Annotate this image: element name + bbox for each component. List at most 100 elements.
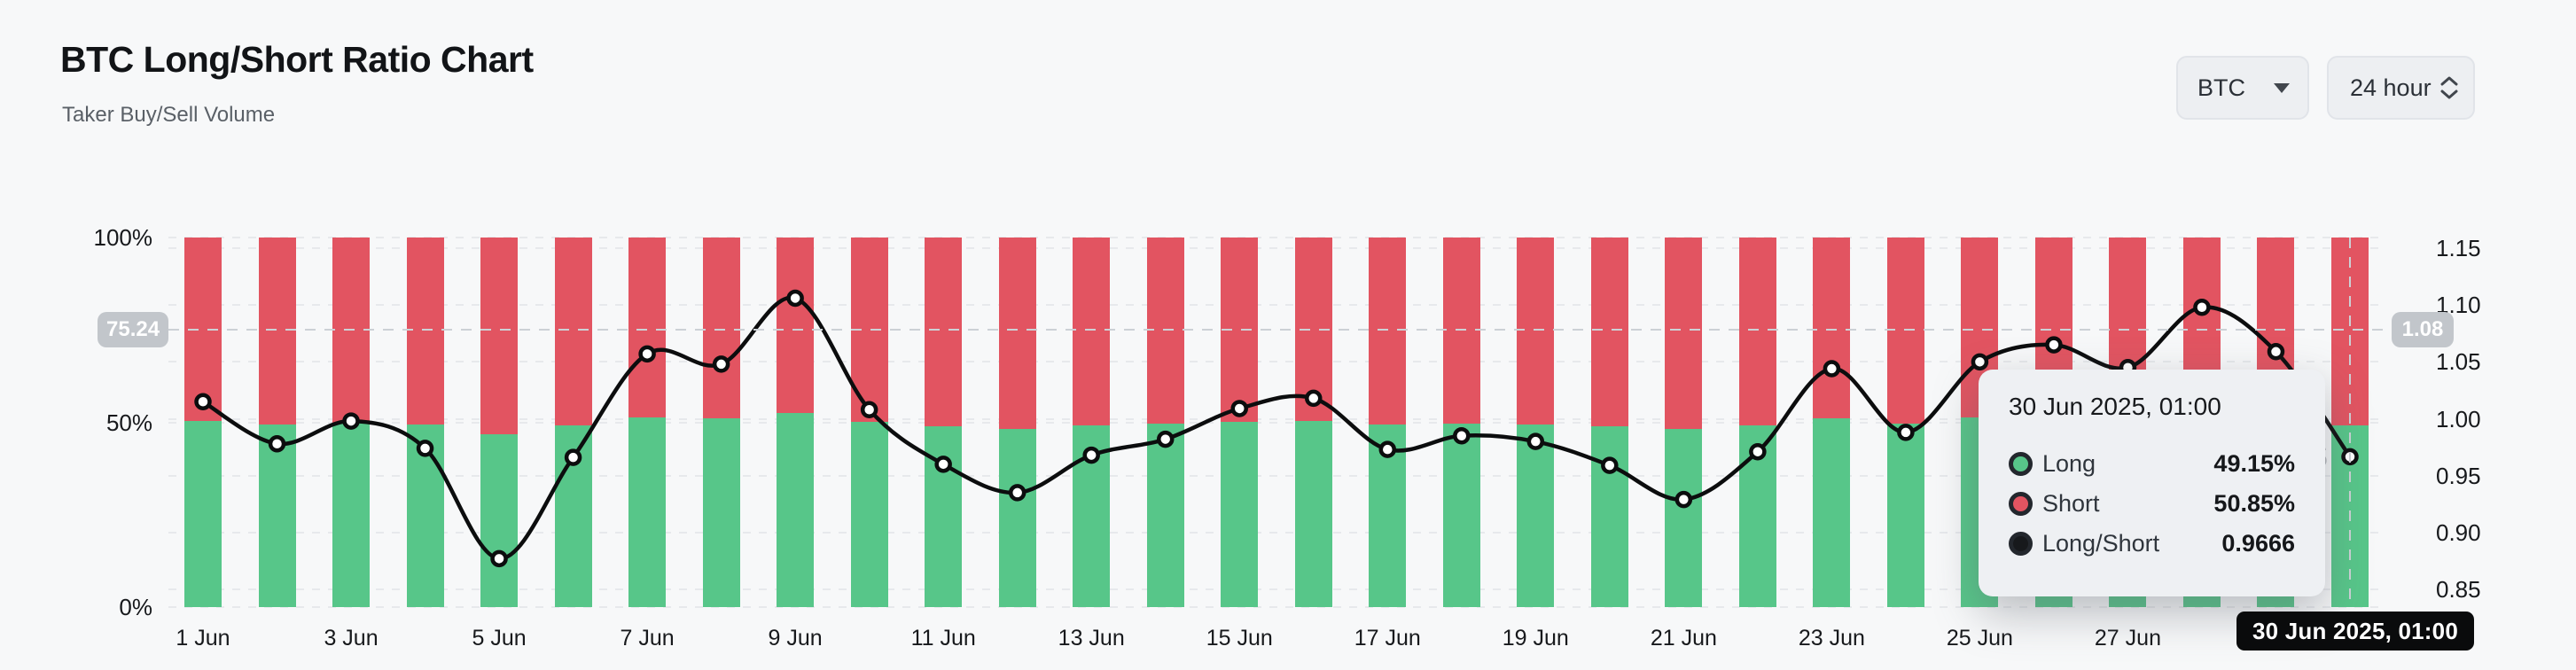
short-bar-segment (1073, 238, 1111, 425)
bar-column-18-jun[interactable] (1442, 238, 1480, 607)
data-point-marker[interactable] (1897, 424, 1915, 441)
bar-column-8-jun[interactable] (702, 238, 740, 607)
tooltip-short-value: 50.85% (2213, 490, 2295, 517)
short-bar-segment (480, 238, 519, 435)
x-axis-tick: 21 Jun (1650, 626, 1717, 651)
bar-column-24-jun[interactable] (1886, 238, 1924, 607)
tooltip-row-ratio: Long/Short 0.9666 (2009, 524, 2295, 564)
x-axis-tick: 25 Jun (1946, 626, 2013, 651)
data-point-marker[interactable] (1971, 353, 1989, 371)
bar-column-7-jun[interactable] (628, 238, 667, 607)
data-point-marker[interactable] (934, 456, 952, 473)
long-legend-dot-icon (2009, 452, 2033, 476)
tooltip-ratio-value: 0.9666 (2221, 530, 2295, 557)
bar-column-2-jun[interactable] (258, 238, 296, 607)
short-bar-segment (1813, 238, 1851, 418)
interval-select[interactable]: 24 hour (2327, 56, 2475, 120)
crosshair-vertical-line (2349, 238, 2351, 607)
data-point-marker[interactable] (1082, 446, 1100, 464)
data-point-marker[interactable] (2193, 298, 2211, 316)
bar-column-21-jun[interactable] (1665, 238, 1703, 607)
long-bar-segment (1813, 417, 1851, 607)
crosshair-horizontal-line (168, 328, 2385, 331)
data-point-marker[interactable] (1749, 442, 1767, 461)
short-bar-segment (554, 238, 592, 426)
gridline (168, 361, 2385, 363)
data-point-marker[interactable] (1305, 389, 1323, 408)
data-point-marker[interactable] (2267, 343, 2285, 361)
gridline (168, 237, 2385, 238)
data-point-marker[interactable] (2045, 336, 2063, 354)
bar-column-5-jun[interactable] (480, 238, 519, 607)
gridline (168, 247, 2385, 249)
long-bar-segment (258, 424, 296, 607)
data-point-marker[interactable] (786, 289, 804, 308)
x-axis-tick: 11 Jun (910, 626, 976, 651)
long-bar-segment (1442, 424, 1480, 607)
bar-column-12-jun[interactable] (998, 238, 1036, 607)
long-bar-segment (777, 412, 815, 607)
short-bar-segment (1517, 238, 1555, 425)
bar-column-22-jun[interactable] (1738, 238, 1776, 607)
long-bar-segment (628, 417, 667, 607)
bar-column-17-jun[interactable] (1369, 238, 1407, 607)
tooltip-row-long: Long 49.15% (2009, 444, 2295, 484)
data-point-marker[interactable] (1156, 430, 1175, 448)
data-point-marker[interactable] (1008, 484, 1026, 502)
data-point-marker[interactable] (416, 440, 434, 457)
data-point-marker[interactable] (342, 412, 360, 430)
data-point-marker[interactable] (860, 401, 878, 418)
right-axis-tick: 1.00 (2436, 405, 2481, 432)
long-bar-segment (1294, 420, 1332, 607)
bar-column-19-jun[interactable] (1517, 238, 1555, 607)
gridline (168, 417, 2385, 420)
x-axis-tick: 3 Jun (324, 626, 379, 651)
data-point-marker[interactable] (268, 434, 286, 453)
short-bar-segment (925, 238, 963, 426)
short-bar-segment (1146, 238, 1184, 425)
long-bar-segment (1146, 424, 1184, 607)
x-axis-tick: 9 Jun (768, 626, 823, 651)
data-point-marker[interactable] (1601, 456, 1619, 474)
data-point-marker[interactable] (1526, 432, 1545, 450)
data-point-marker[interactable] (1823, 360, 1841, 378)
short-bar-segment (1369, 238, 1407, 425)
x-axis-tick: 1 Jun (176, 626, 230, 651)
data-point-marker[interactable] (1378, 440, 1397, 458)
bar-column-20-jun[interactable] (1590, 238, 1628, 607)
x-axis-tick: 17 Jun (1354, 626, 1421, 651)
bar-column-11-jun[interactable] (925, 238, 963, 607)
x-axis-tick: 15 Jun (1206, 626, 1273, 651)
ratio-legend-dot-icon (2009, 532, 2033, 556)
bar-column-6-jun[interactable] (554, 238, 592, 607)
long-bar-segment (850, 421, 888, 607)
bar-column-9-jun[interactable] (777, 238, 815, 607)
gridline (168, 606, 2385, 608)
data-point-marker[interactable] (1453, 427, 1471, 445)
data-point-marker[interactable] (712, 355, 730, 373)
data-point-marker[interactable] (1230, 400, 1248, 417)
data-point-marker[interactable] (1674, 490, 1693, 509)
left-axis-tick: 0% (119, 594, 152, 620)
long-bar-segment (480, 434, 519, 607)
right-axis-tick: 0.85 (2436, 576, 2481, 603)
data-point-marker[interactable] (638, 345, 656, 363)
chart-tooltip: 30 Jun 2025, 01:00 Long 49.15% Short 50.… (1979, 370, 2325, 596)
x-axis-tick: 5 Jun (472, 626, 527, 651)
ratio-line-chart[interactable] (184, 238, 2369, 607)
data-point-marker[interactable] (564, 448, 582, 466)
data-point-marker[interactable] (490, 549, 508, 568)
right-axis-tick: 0.90 (2436, 518, 2481, 546)
gridline (168, 588, 2385, 590)
page-subtitle: Taker Buy/Sell Volume (62, 103, 276, 127)
bar-column-23-jun[interactable] (1813, 238, 1851, 607)
data-point-marker[interactable] (194, 393, 212, 410)
interval-select-value: 24 hour (2350, 74, 2432, 101)
x-axis-tick: 19 Jun (1502, 626, 1569, 651)
asset-select[interactable]: BTC (2176, 56, 2309, 120)
short-bar-segment (1738, 238, 1776, 425)
left-axis-tick: 100% (93, 224, 153, 251)
short-bar-segment (702, 238, 740, 418)
bar-column-14-jun[interactable] (1146, 238, 1184, 607)
long-bar-segment (1517, 424, 1555, 607)
